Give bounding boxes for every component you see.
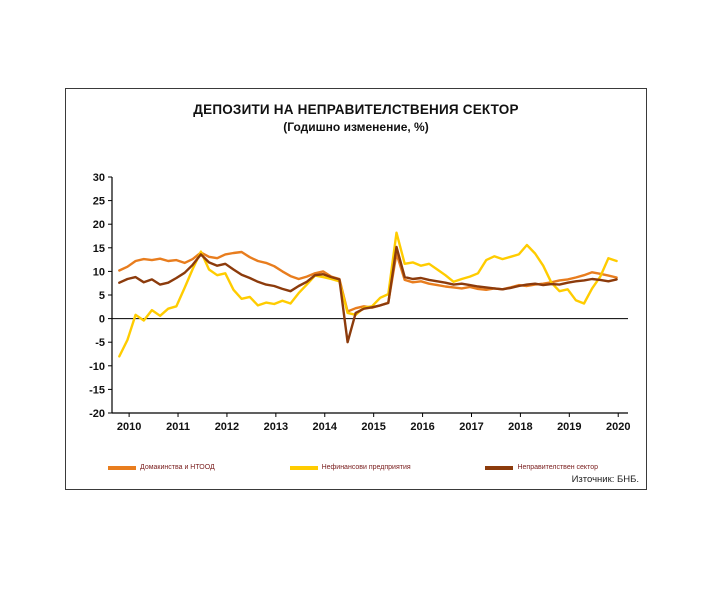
y-tick-label: 0 xyxy=(99,314,105,326)
chart-area: 30 25 20 15 10 5 0 -5 -10 -15 -20 2010 2011 2012 2013 2… xyxy=(66,170,646,442)
legend-label-nongovernment: Неправителствен сектор xyxy=(517,464,598,471)
legend-label-households: Домакинства и НТООД xyxy=(140,464,215,471)
y-tick-label: 25 xyxy=(93,196,105,208)
x-tick-label: 2015 xyxy=(361,421,385,433)
x-tick-label: 2020 xyxy=(606,421,630,433)
legend-item-households: Домакинства и НТООД xyxy=(108,464,215,471)
y-tick-label: 10 xyxy=(93,266,105,278)
legend-item-nonfinancial: Нефинансови предприятия xyxy=(289,464,411,471)
nonfinancial-line-swatch xyxy=(289,465,318,470)
x-tick-label: 2014 xyxy=(313,421,338,433)
households-line-swatch xyxy=(108,465,136,470)
x-tick-label: 2013 xyxy=(264,421,288,433)
legend-item-nongovernment: Неправителствен сектор xyxy=(485,464,598,471)
legend-label-nonfinancial: Нефинансови предприятия xyxy=(321,464,411,471)
x-tick-label: 2018 xyxy=(508,421,532,433)
x-tick-label: 2012 xyxy=(215,421,239,433)
x-tick-label: 2019 xyxy=(557,421,581,433)
chart-frame: ДЕПОЗИТИ НА НЕПРАВИТЕЛСТВЕНИЯ СЕКТОР (Го… xyxy=(65,88,647,490)
y-tick-label: -20 xyxy=(89,408,105,420)
y-tick-label: 15 xyxy=(93,243,105,255)
nongovernment-line-swatch xyxy=(485,465,514,470)
chart-title: ДЕПОЗИТИ НА НЕПРАВИТЕЛСТВЕНИЯ СЕКТОР xyxy=(193,102,519,117)
series-line-2 xyxy=(118,245,618,344)
y-tick-label: -10 xyxy=(89,361,105,373)
y-tick-label: 5 xyxy=(99,290,105,302)
x-tick-label: 2011 xyxy=(166,421,190,433)
series-line-0 xyxy=(118,250,618,313)
y-tick-label: 20 xyxy=(93,219,105,231)
y-tick-label: -5 xyxy=(95,337,105,349)
x-tick-label: 2017 xyxy=(459,421,483,433)
x-tick-label: 2010 xyxy=(117,421,141,433)
y-tick-label: -15 xyxy=(89,384,105,396)
chart-subtitle: (Годишно изменение, %) xyxy=(283,120,429,134)
source-note: Източник: БНБ. xyxy=(571,474,639,485)
y-tick-label: 30 xyxy=(93,172,105,184)
chart-legend: Домакинства и НТООД Нефинансови предприя… xyxy=(66,464,646,471)
x-tick-label: 2016 xyxy=(410,421,434,433)
series-line-1 xyxy=(118,231,618,358)
